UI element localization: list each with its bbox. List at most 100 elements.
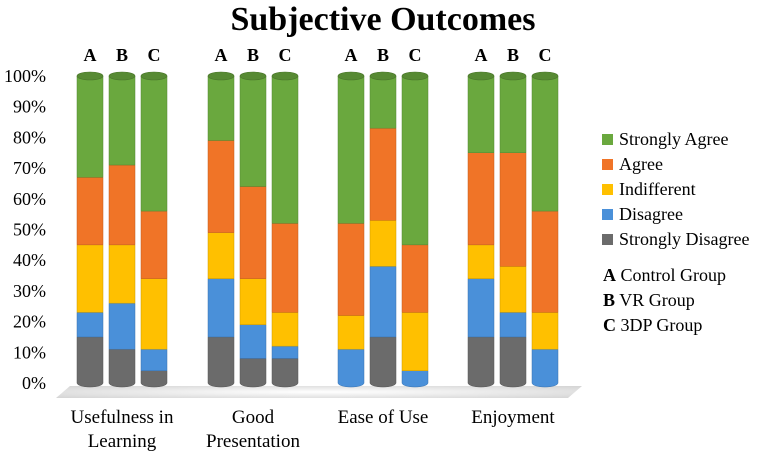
bar-segment-agree [76,177,104,246]
bar-segment-agree [108,164,136,246]
bar-top-cap [140,71,168,81]
bar-stack [76,71,104,388]
bar-top-cap [76,71,104,81]
bar-segment-agree [531,210,559,313]
bar-segment-strongly-disagree [499,336,527,388]
bar-segment-indifferent [140,278,168,350]
bar-segment-indifferent [207,232,235,279]
y-tick-label: 100% [4,66,46,86]
bar-segment-strongly-agree [108,75,136,166]
bar-segment-indifferent [76,244,104,313]
bar-segment-agree [369,127,397,221]
bar-segment-indifferent [108,244,136,304]
bar-segment-agree [239,186,267,279]
legend: Strongly Agree Agree Indifferent Disagree St… [602,129,749,249]
y-tick-label: 90% [13,97,46,117]
y-tick-label: 30% [13,281,46,301]
bar-segment-disagree [401,370,429,388]
bar-segment-agree [207,140,235,233]
category-label: Good [232,407,275,428]
bar-top-cap [271,71,299,81]
bar-segment-indifferent [531,312,559,350]
bar-stack [467,71,495,388]
bar-top-cap [467,71,495,81]
bar-segment-indifferent [337,315,365,350]
bar-segment-disagree [369,266,397,338]
category-label: Ease of Use [338,407,429,428]
legend-item: Agree [602,154,663,174]
bar-segment-strongly-disagree [108,348,136,388]
legend-label: Strongly Disagree [619,229,749,249]
y-tick-label: 50% [13,220,46,240]
bar-stack [271,71,299,388]
y-tick-label: 20% [13,312,46,332]
bar-segment-strongly-disagree [369,336,397,388]
y-tick-label: 10% [13,342,46,362]
bar-segment-agree [140,210,168,279]
y-tick-label: 40% [13,250,46,270]
bar-stack [369,71,397,388]
bar-letter: C [148,45,161,65]
bar-top-cap [108,71,136,81]
y-tick-label: 80% [13,127,46,147]
bar-segment-indifferent [499,266,527,313]
legend-item: Strongly Disagree [602,229,749,249]
bar-segment-strongly-agree [76,75,104,178]
y-tick-label: 60% [13,189,46,209]
bar-segment-agree [401,244,429,313]
bar-letter: C [279,45,292,65]
bar-segment-strongly-disagree [140,370,168,388]
bar-segment-disagree [108,302,136,350]
group-legend: A Control Group B VR Group C 3DP Group [603,265,726,335]
legend-swatch [602,159,613,170]
bar-stack [207,71,235,388]
bar-segment-disagree [499,312,527,338]
bar-stack [108,71,136,388]
bar-letter: B [507,45,519,65]
bar-segment-strongly-agree [531,75,559,212]
bar-segment-disagree [337,348,365,388]
category-label: Usefulness in [71,407,174,428]
legend-swatch [602,234,613,245]
bar-segment-strongly-disagree [76,336,104,388]
bar-segment-disagree [467,278,495,338]
bar-top-cap [401,71,429,81]
bar-segment-strongly-agree [239,75,267,187]
bar-segment-agree [271,223,299,313]
bar-top-cap [531,71,559,81]
bar-segment-indifferent [369,220,397,267]
bar-stack [337,71,365,388]
chart-floor [56,386,582,398]
legend-item: Disagree [602,204,683,224]
category-label: Presentation [206,431,300,452]
chart-title: Subjective Outcomes [230,1,535,38]
bar-stack [499,71,527,388]
bar-segment-strongly-agree [271,75,299,224]
y-tick-label: 0% [22,373,46,393]
group-legend-item: B VR Group [603,290,695,310]
bar-segment-agree [467,152,495,246]
y-tick-label: 70% [13,158,46,178]
bar-top-cap [499,71,527,81]
bar-segment-indifferent [239,278,267,325]
bar-stack [531,71,559,388]
legend-label: Strongly Agree [619,129,729,149]
bars [76,71,559,388]
bar-letter: A [84,45,97,65]
bar-segment-indifferent [401,312,429,371]
bar-segment-strongly-disagree [239,358,267,388]
x-axis: Usefulness in Learning Good Presentation Eas… [71,407,556,452]
group-legend-item: C 3DP Group [603,315,702,335]
legend-label: Agree [619,154,663,174]
bar-stack [140,71,168,388]
bar-top-cap [337,71,365,81]
bar-segment-disagree [239,324,267,359]
bar-letter: A [215,45,228,65]
legend-item: Indifferent [602,179,696,199]
bar-segment-disagree [531,348,559,388]
legend-label: Disagree [619,204,683,224]
bar-segment-agree [499,152,527,267]
bar-segment-strongly-disagree [207,336,235,388]
bar-segment-disagree [140,348,168,371]
